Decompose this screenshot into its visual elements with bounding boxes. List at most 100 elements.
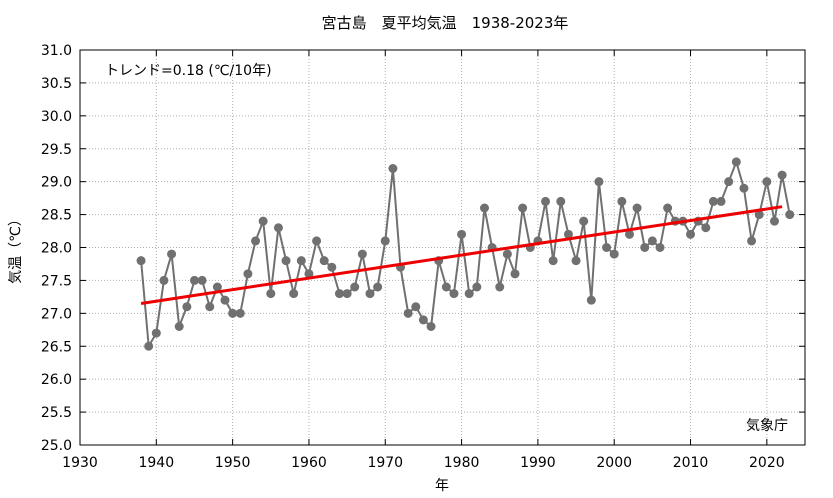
data-point	[289, 289, 299, 299]
x-tick-label: 1980	[444, 455, 480, 471]
x-tick-label: 1990	[520, 455, 556, 471]
data-point	[342, 289, 352, 299]
data-point	[594, 177, 604, 187]
data-point	[518, 203, 528, 213]
data-point	[357, 249, 367, 259]
y-tick-label: 25.5	[41, 405, 72, 421]
trend-line	[140, 205, 783, 305]
data-point	[586, 295, 596, 305]
x-tick-label: 2020	[749, 455, 785, 471]
data-point	[769, 216, 779, 226]
data-point	[624, 229, 634, 239]
data-point	[647, 236, 657, 246]
x-tick-label: 2010	[673, 455, 709, 471]
data-point	[426, 322, 436, 331]
trend-line-group	[140, 205, 783, 305]
data-point	[716, 196, 726, 206]
data-point	[602, 243, 612, 252]
data-point	[189, 275, 199, 285]
y-tick-label: 31.0	[41, 43, 72, 59]
data-point	[701, 223, 711, 233]
data-point	[609, 249, 619, 259]
data-point	[510, 269, 520, 279]
data-point	[579, 216, 589, 226]
data-point	[312, 236, 322, 246]
data-point	[220, 295, 230, 305]
data-point	[663, 203, 673, 213]
data-point	[212, 282, 222, 292]
data-point	[640, 243, 650, 252]
y-tick-label: 30.0	[41, 109, 72, 125]
y-tick-label: 28.5	[41, 208, 72, 224]
data-point	[403, 308, 413, 318]
data-point	[411, 302, 421, 312]
y-tick-label: 26.0	[41, 372, 72, 388]
data-point	[228, 308, 238, 318]
data-point	[197, 275, 207, 285]
data-point	[617, 196, 627, 206]
data-point	[479, 203, 489, 213]
data-point	[365, 289, 375, 299]
x-tick-label: 2000	[596, 455, 632, 471]
data-point	[785, 210, 795, 220]
data-point	[655, 243, 665, 252]
data-point	[304, 269, 314, 279]
data-point	[144, 341, 154, 351]
data-point	[762, 177, 772, 187]
data-point	[541, 196, 551, 206]
y-tick-label: 25.0	[41, 438, 72, 454]
y-tick-label: 27.0	[41, 306, 72, 322]
x-tick-label: 1950	[215, 455, 251, 471]
data-point	[441, 282, 451, 292]
data-point	[556, 196, 566, 206]
y-tick-label: 30.5	[41, 76, 72, 92]
data-point	[502, 249, 512, 259]
data-point	[632, 203, 642, 213]
data-point	[731, 157, 741, 167]
y-tick-label: 29.0	[41, 175, 72, 191]
data-point	[563, 229, 573, 239]
data-point	[251, 236, 261, 246]
data-point	[457, 229, 467, 239]
data-point	[495, 282, 505, 292]
data-point	[754, 210, 764, 220]
data-point	[472, 282, 482, 292]
data-point	[388, 164, 398, 173]
data-point	[266, 289, 276, 299]
x-tick-label: 1970	[367, 455, 403, 471]
data-point	[686, 229, 696, 239]
source-label: 気象庁	[746, 418, 788, 434]
data-point	[235, 308, 245, 318]
data-point	[724, 177, 734, 187]
x-tick-label: 1960	[291, 455, 327, 471]
data-point	[747, 236, 757, 246]
x-tick-label: 1940	[138, 455, 174, 471]
chart-title: 宮古島 夏平均気温 1938-2023年	[322, 14, 569, 32]
data-point	[136, 256, 146, 266]
data-point	[205, 302, 215, 312]
data-point	[258, 216, 268, 226]
data-point	[777, 170, 787, 180]
x-tick-label: 1930	[62, 455, 98, 471]
data-point	[334, 289, 344, 299]
data-point	[350, 282, 360, 292]
data-point	[281, 256, 291, 266]
x-axis-ticks: 1930 1940 1950 1960 1970 1980 1990 2000 2010 2020	[62, 50, 785, 471]
trend-annotation: トレンド=0.18 (℃/10年)	[105, 63, 272, 79]
y-tick-label: 28.0	[41, 241, 72, 257]
data-point	[159, 275, 169, 285]
y-tick-label: 29.5	[41, 142, 72, 158]
data-point	[548, 256, 558, 266]
data-point	[571, 256, 581, 266]
data-point	[708, 196, 718, 206]
data-point	[243, 269, 253, 279]
y-tick-label: 26.5	[41, 339, 72, 355]
data-point	[167, 249, 177, 259]
x-axis-label: 年	[435, 478, 449, 494]
y-axis-ticks: 25.0 25.5 26.0 26.5 27.0 27.5 28.0 28.5 29.0 29.5…	[41, 43, 805, 454]
data-point	[373, 282, 383, 292]
plot-frame	[79, 49, 806, 446]
data-point	[449, 289, 459, 299]
data-point	[151, 328, 161, 338]
